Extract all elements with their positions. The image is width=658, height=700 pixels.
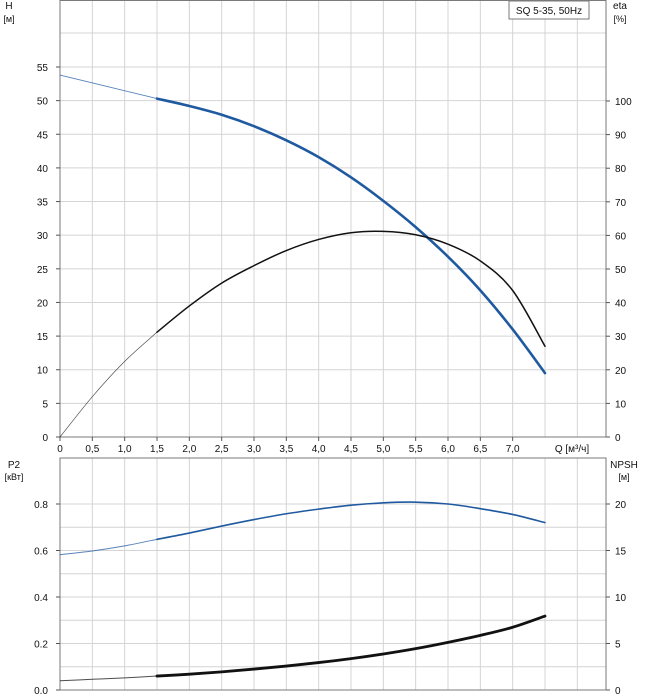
- y-tick-label-npsh: 20: [615, 500, 627, 511]
- y-tick-label-eta: 80: [615, 164, 627, 175]
- efficiency-curve-extrapolated: [59, 331, 158, 438]
- y-tick-label-p2: 0.8: [34, 500, 48, 511]
- y-axis-title-eta: eta: [613, 1, 627, 12]
- x-tick-label: 4,5: [344, 444, 358, 455]
- y-tick-label-head: 35: [37, 198, 49, 209]
- y-tick-label-eta: 90: [615, 131, 627, 142]
- y-tick-label-head: 30: [37, 231, 49, 242]
- bottom-panel-frame: [59, 457, 607, 691]
- x-tick-label: 2,5: [215, 444, 229, 455]
- power-p2-curve-extrapolated: [59, 675, 158, 682]
- x-tick-label: 6,0: [441, 444, 455, 455]
- x-tick-label: 1,0: [118, 444, 132, 455]
- title-box: [508, 0, 590, 20]
- y-tick-label-eta: 100: [615, 97, 632, 108]
- y-tick-label-head: 55: [37, 63, 49, 74]
- y-tick-label-npsh: 15: [615, 547, 627, 558]
- x-axis-title: Q [м³/ч]: [555, 444, 590, 455]
- y-tick-label-p2: 0.2: [34, 640, 48, 651]
- power-p2-curve: [155, 614, 547, 678]
- x-tick-label: 3,0: [247, 444, 261, 455]
- y-axis-unit-p2: [кВт]: [5, 472, 24, 482]
- y-tick-label-npsh: 0: [615, 686, 621, 697]
- head-curve: [155, 97, 547, 375]
- y-tick-label-eta: 0: [615, 433, 621, 444]
- power-p1-curve: [156, 501, 546, 541]
- y-axis-title-npsh: NPSH: [610, 460, 638, 471]
- y-tick-label-head: 50: [37, 97, 49, 108]
- y-tick-label-eta: 20: [615, 366, 627, 377]
- y-axis-title-p2: P2: [8, 460, 21, 471]
- y-axis-unit-npsh: [м]: [618, 472, 629, 482]
- y-tick-label-head: 25: [37, 265, 49, 276]
- y-tick-label-eta: 60: [615, 231, 627, 242]
- grid: [60, 0, 606, 690]
- y-tick-label-npsh: 5: [615, 640, 621, 651]
- y-tick-label-p2: 0.4: [34, 593, 48, 604]
- y-tick-label-eta: 70: [615, 198, 627, 209]
- x-tick-label: 7,0: [506, 444, 520, 455]
- x-tick-label: 5,5: [409, 444, 423, 455]
- y-tick-label-eta: 10: [615, 399, 627, 410]
- y-tick-label-head: 10: [37, 366, 49, 377]
- x-tick-label: 0,5: [85, 444, 99, 455]
- y-tick-label-p2: 0.0: [34, 686, 48, 697]
- head-curve-extrapolated: [59, 74, 158, 100]
- top-panel-frame: [59, 0, 607, 438]
- y-axis-unit-head: [м]: [3, 14, 14, 24]
- y-axis-unit-eta: [%]: [613, 14, 626, 24]
- x-tick-label: 2,0: [182, 444, 196, 455]
- y-tick-label-head: 0: [42, 433, 48, 444]
- x-tick-label: 3,5: [279, 444, 293, 455]
- y-tick-label-head: 45: [37, 130, 49, 141]
- y-tick-label-eta: 50: [615, 265, 627, 276]
- y-tick-label-head: 40: [37, 164, 49, 175]
- x-tick-label: 1,5: [150, 444, 164, 455]
- x-tick-label: 4,0: [312, 444, 326, 455]
- x-tick-label: 6,5: [473, 444, 487, 455]
- y-tick-label-p2: 0.6: [34, 547, 48, 558]
- y-axis-title-head: H: [5, 1, 12, 12]
- efficiency-curve: [156, 230, 546, 348]
- power-p1-curve-extrapolated: [59, 538, 158, 556]
- x-tick-label: 5,0: [376, 444, 390, 455]
- chart-title: SQ 5-35, 50Hz: [516, 6, 582, 17]
- y-tick-label-head: 20: [37, 298, 49, 309]
- y-tick-label-eta: 40: [615, 299, 627, 310]
- x-tick-label: 0: [57, 444, 63, 455]
- y-tick-label-npsh: 10: [615, 593, 627, 604]
- y-tick-label-head: 5: [42, 399, 48, 410]
- y-tick-label-eta: 30: [615, 332, 627, 343]
- y-tick-label-head: 15: [37, 332, 49, 343]
